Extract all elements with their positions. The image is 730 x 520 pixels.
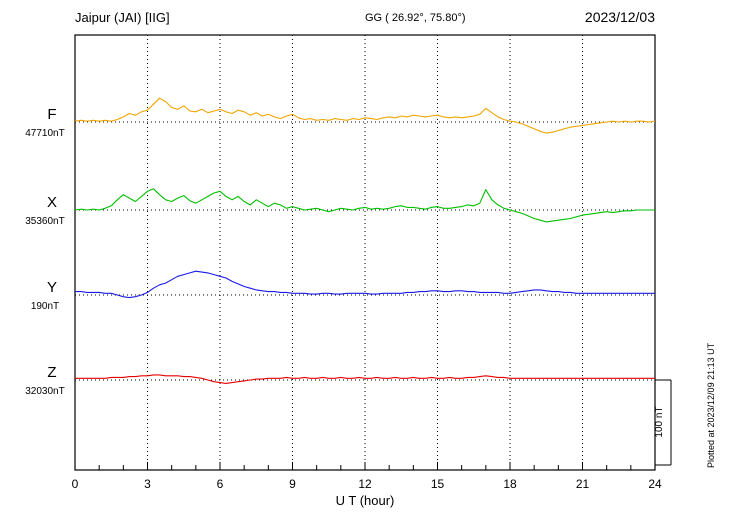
scale-bar-label: 100 nT [654, 406, 665, 437]
gridlines-group [147, 35, 583, 470]
component-label-Y: Y [47, 279, 57, 296]
series-labels-group: F 47710nT X 35360nT Y 190nT Z 32030nT [25, 106, 64, 397]
x-tick-label: 9 [289, 477, 296, 491]
plot-frame [74, 34, 656, 471]
baselines-group [75, 121, 655, 381]
scale-bar: 100 nT [654, 379, 672, 466]
x-tick-label: 0 [72, 477, 79, 491]
trace-Z [75, 374, 655, 384]
trace-X [74, 188, 655, 223]
trace-F [74, 97, 656, 134]
component-label-F: F [47, 106, 56, 123]
x-tick-label: 21 [576, 477, 590, 491]
baseline-value-label-X: 35360nT [25, 216, 64, 227]
x-tick-label: 3 [144, 477, 151, 491]
baseline-value-label-F: 47710nT [25, 128, 64, 139]
geographic-coords: GG ( 26.92°, 75.80°) [365, 12, 466, 24]
traces-group [74, 97, 656, 384]
component-label-Z: Z [47, 364, 56, 381]
x-axis-label: U T (hour) [336, 493, 395, 508]
station-title: Jaipur (JAI) [IIG] [75, 10, 170, 25]
baseline-value-label-Z: 32030nT [25, 386, 64, 397]
x-axis-ticks-group: 0 3 6 9 12 15 18 21 24 [72, 462, 662, 491]
component-label-X: X [47, 194, 57, 211]
x-tick-label: 12 [358, 477, 372, 491]
x-tick-label: 24 [648, 477, 662, 491]
trace-Y [75, 270, 655, 299]
x-tick-label: 15 [431, 477, 445, 491]
baseline-value-label-Y: 190nT [31, 301, 59, 312]
plot-date: 2023/12/03 [585, 9, 655, 25]
x-tick-label: 18 [503, 477, 517, 491]
plotted-at-note: Plotted at 2023/12/09 21:13 UT [706, 342, 716, 468]
x-tick-label: 6 [217, 477, 224, 491]
